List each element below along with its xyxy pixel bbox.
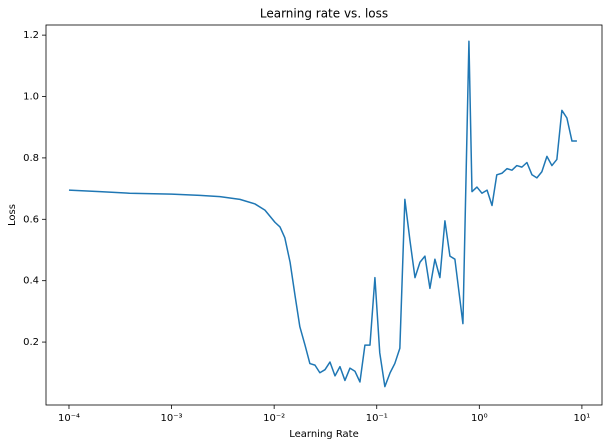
x-tick-label: 10⁻⁴ [58, 413, 80, 424]
y-tick-label: 0.4 [23, 276, 39, 287]
loss-line [68, 40, 577, 388]
y-tick-label: 0.8 [23, 153, 39, 164]
x-tick-label: 10⁻² [263, 413, 285, 424]
axes-frame [45, 24, 603, 406]
x-tick-label: 10⁻³ [161, 413, 183, 424]
x-tick-label: 10⁻¹ [366, 413, 388, 424]
y-tick-label: 0.6 [23, 214, 39, 225]
y-tick-label: 1.2 [23, 30, 39, 41]
x-tick-label: 10⁰ [471, 413, 488, 424]
x-axis-label: Learning Rate [289, 429, 359, 440]
y-tick-label: 1.0 [23, 92, 39, 103]
y-axis-label: Loss [7, 204, 18, 226]
x-tick-label: 10¹ [574, 413, 591, 424]
y-tick-label: 0.2 [23, 337, 39, 348]
chart-title: Learning rate vs. loss [260, 7, 388, 21]
